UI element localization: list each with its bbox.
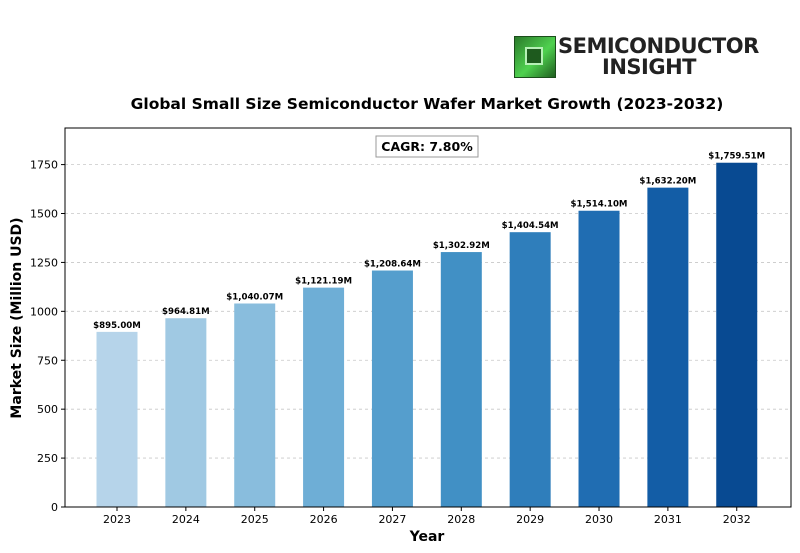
- data-label-2027: $1,208.64M: [364, 260, 421, 270]
- data-label-2026: $1,121.19M: [295, 277, 352, 287]
- logo: SEMICONDUCTOR INSIGHT: [514, 34, 759, 79]
- x-tick-label: 2027: [378, 513, 406, 526]
- bar-2030: [578, 210, 620, 508]
- data-label-2028: $1,302.92M: [433, 241, 490, 251]
- data-label-2030: $1,514.10M: [571, 200, 628, 210]
- y-tick-label: 1750: [30, 159, 58, 172]
- y-tick-label: 750: [37, 354, 58, 367]
- x-tick-label: 2024: [172, 513, 200, 526]
- cagr-text: CAGR: 7.80%: [381, 139, 473, 154]
- logo-text-line1: SEMICONDUCTOR: [558, 34, 759, 58]
- y-axis-label: Market Size (Million USD): [9, 217, 25, 418]
- x-tick-label: 2032: [723, 513, 751, 526]
- x-tick-label: 2029: [516, 513, 544, 526]
- data-label-2029: $1,404.54M: [502, 221, 559, 231]
- x-tick-label: 2030: [585, 513, 613, 526]
- x-tick-label: 2025: [241, 513, 269, 526]
- x-tick-label: 2028: [447, 513, 475, 526]
- data-labels: $895.00M $964.81M $1,040.07M $1,121.19M $1,2…: [93, 152, 765, 331]
- bars: [96, 162, 758, 508]
- logo-text-line2: INSIGHT: [602, 55, 696, 79]
- bar-2031: [647, 187, 689, 508]
- x-axis-label: Year: [409, 529, 445, 545]
- chart-title: Global Small Size Semiconductor Wafer Ma…: [131, 95, 724, 113]
- bar-2026: [303, 287, 345, 507]
- plot-frame: [64, 127, 792, 508]
- data-label-2032: $1,759.51M: [708, 152, 765, 162]
- bar-2028: [440, 252, 482, 507]
- x-axis: 2023 2024 2025 2026 2027 2028 2029 2030 2031 2032: [103, 507, 751, 526]
- x-tick-label: 2026: [310, 513, 338, 526]
- data-label-2025: $1,040.07M: [226, 292, 283, 302]
- y-tick-label: 1500: [30, 208, 58, 221]
- chip-icon: [514, 36, 556, 78]
- y-tick-label: 0: [51, 501, 58, 514]
- data-label-2023: $895.00M: [93, 321, 141, 331]
- y-tick-label: 1250: [30, 256, 58, 269]
- bar-2025: [234, 303, 276, 507]
- bar-2027: [371, 270, 413, 507]
- bar-2024: [165, 318, 207, 507]
- y-axis: 0 250 500 750 1000 1250 1500 1750: [30, 159, 65, 514]
- bar-2029: [509, 232, 551, 508]
- y-tick-label: 500: [37, 403, 58, 416]
- y-tick-label: 1000: [30, 305, 58, 318]
- x-tick-label: 2031: [654, 513, 682, 526]
- bar-2023: [96, 331, 138, 507]
- y-tick-label: 250: [37, 452, 58, 465]
- bar-2032: [716, 162, 758, 507]
- x-tick-label: 2023: [103, 513, 131, 526]
- cagr-annotation: CAGR: 7.80%: [375, 135, 479, 158]
- data-label-2031: $1,632.20M: [639, 177, 696, 187]
- data-label-2024: $964.81M: [162, 307, 210, 317]
